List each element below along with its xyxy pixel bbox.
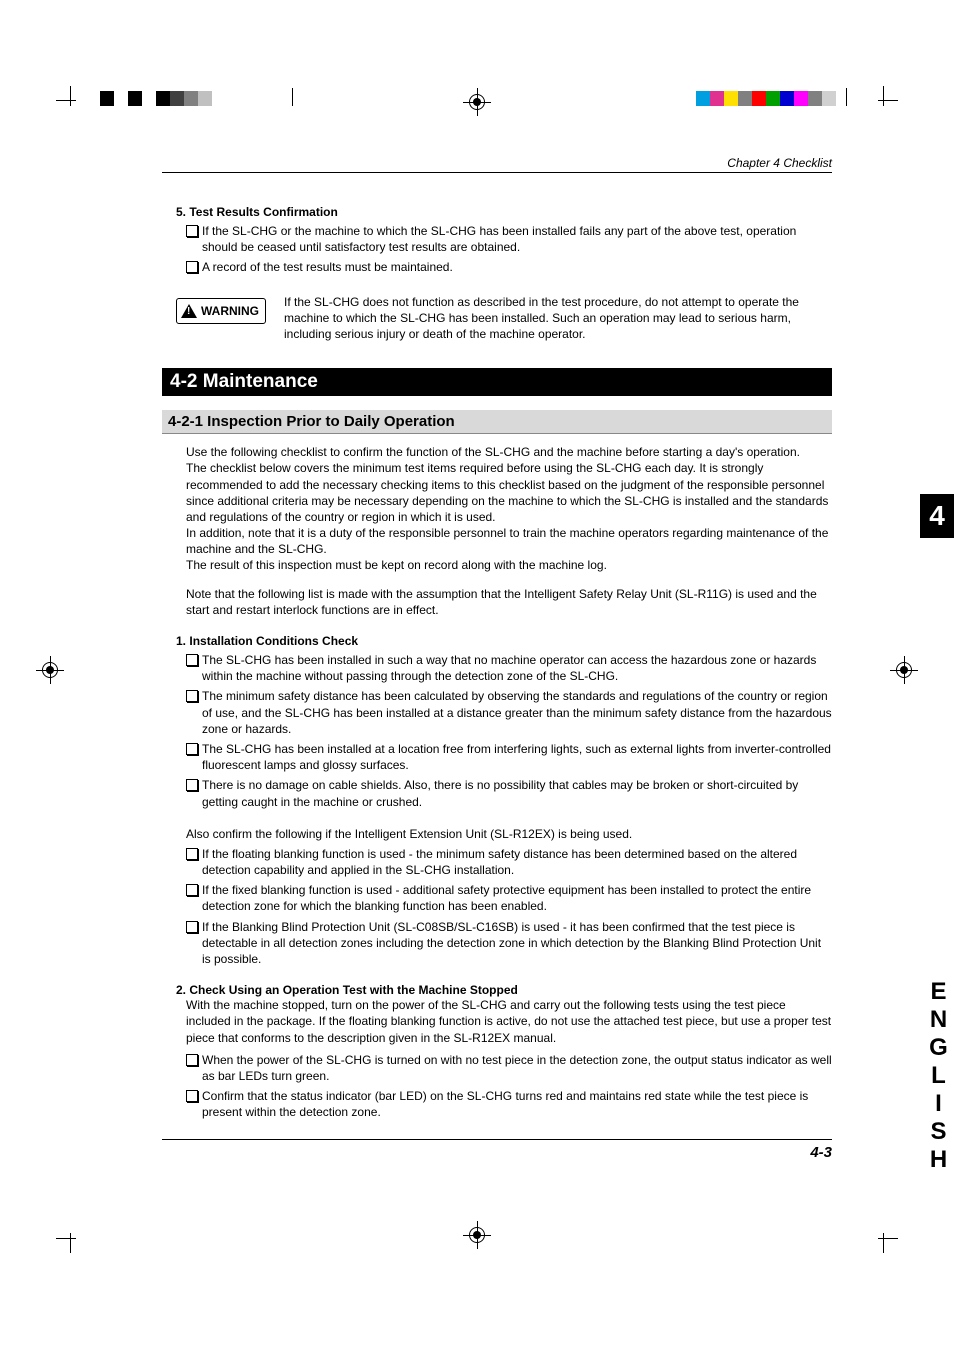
color-swatch <box>254 91 268 106</box>
registration-mark-bottom <box>467 1225 487 1245</box>
color-swatch <box>808 91 822 106</box>
color-swatch <box>114 91 128 106</box>
item2-check-text-0: When the power of the SL-CHG is turned o… <box>202 1052 832 1084</box>
checkbox-icon <box>186 1090 196 1100</box>
color-swatch <box>738 91 752 106</box>
item5-check-text-0: If the SL-CHG or the machine to which th… <box>202 223 832 255</box>
checkbox-icon <box>186 921 196 931</box>
section-4-2-bar: 4-2 Maintenance <box>162 368 832 396</box>
color-swatch <box>766 91 780 106</box>
item1-check-3: There is no damage on cable shields. Als… <box>186 777 832 809</box>
item5-num: 5. <box>176 205 186 219</box>
item1b-check-text-0: If the floating blanking function is use… <box>202 846 832 878</box>
subsection-4-2-1-bar: 4-2-1 Inspection Prior to Daily Operatio… <box>162 410 832 434</box>
color-swatch <box>142 91 156 106</box>
page-content: Chapter 4 Checklist 5. Test Results Conf… <box>162 156 832 1161</box>
item2-num: 2. <box>176 983 186 997</box>
item1-check-2: The SL-CHG has been installed at a locat… <box>186 741 832 773</box>
intro-para-2: In addition, note that it is a duty of t… <box>186 525 832 557</box>
warning-text: If the SL-CHG does not function as descr… <box>284 294 832 343</box>
item1b-check-2: If the Blanking Blind Protection Unit (S… <box>186 919 832 968</box>
item1-check-text-0: The SL-CHG has been installed in such a … <box>202 652 832 684</box>
color-swatch <box>184 91 198 106</box>
crop-mark-tr <box>868 86 898 116</box>
color-swatch <box>100 91 114 106</box>
item1-check-text-2: The SL-CHG has been installed at a locat… <box>202 741 832 773</box>
registration-mark-right <box>894 660 914 680</box>
chapter-tab: 4 <box>920 494 954 538</box>
color-swatch <box>794 91 808 106</box>
item1-num: 1. <box>176 634 186 648</box>
intro-para-0: Use the following checklist to confirm t… <box>186 444 832 460</box>
checkbox-icon <box>186 261 196 271</box>
crop-mark-br <box>868 1223 898 1253</box>
registration-mark-left <box>40 660 60 680</box>
item5-title: Test Results Confirmation <box>189 205 337 219</box>
color-swatch <box>780 91 794 106</box>
color-swatch <box>212 91 226 106</box>
color-bar-right <box>682 88 854 106</box>
chapter-header: Chapter 4 Checklist <box>162 156 832 173</box>
item1-check-text-3: There is no damage on cable shields. Als… <box>202 777 832 809</box>
color-swatch <box>198 91 212 106</box>
item2-title: Check Using an Operation Test with the M… <box>189 983 517 997</box>
color-swatch <box>128 91 142 106</box>
checkbox-icon <box>186 884 196 894</box>
checkbox-icon <box>186 779 196 789</box>
item2-check-1: Confirm that the status indicator (bar L… <box>186 1088 832 1120</box>
item1b-check-text-2: If the Blanking Blind Protection Unit (S… <box>202 919 832 968</box>
color-swatch <box>240 91 254 106</box>
intro-para-5: Note that the following list is made wit… <box>186 586 832 618</box>
warning-badge: WARNING <box>176 298 266 324</box>
intro-para-4 <box>186 574 832 586</box>
checkbox-icon <box>186 225 196 235</box>
crop-mark-tl <box>56 86 86 116</box>
color-swatch <box>696 91 710 106</box>
item1b-check-text-1: If the fixed blanking function is used -… <box>202 882 832 914</box>
color-swatch <box>724 91 738 106</box>
color-bar-left <box>100 88 300 106</box>
intro-para-1: The checklist below covers the minimum t… <box>186 460 832 525</box>
color-swatch <box>710 91 724 106</box>
registration-mark-top <box>467 92 487 112</box>
item1b-check-0: If the floating blanking function is use… <box>186 846 832 878</box>
language-tab: ENGLISH <box>924 978 952 1177</box>
color-swatch <box>226 91 240 106</box>
checkbox-icon <box>186 848 196 858</box>
warning-label: WARNING <box>201 304 259 318</box>
color-swatch <box>268 91 282 106</box>
color-swatch <box>752 91 766 106</box>
item2-check-0: When the power of the SL-CHG is turned o… <box>186 1052 832 1084</box>
crop-mark-bl <box>56 1223 86 1253</box>
item1-check-text-1: The minimum safety distance has been cal… <box>202 688 832 737</box>
checkbox-icon <box>186 1054 196 1064</box>
item1-check-0: The SL-CHG has been installed in such a … <box>186 652 832 684</box>
item5-check-text-1: A record of the test results must be mai… <box>202 259 832 275</box>
color-swatch <box>822 91 836 106</box>
intro-para-3: The result of this inspection must be ke… <box>186 557 832 573</box>
item1b-check-1: If the fixed blanking function is used -… <box>186 882 832 914</box>
color-swatch <box>156 91 170 106</box>
checkbox-icon <box>186 654 196 664</box>
item5-check-1: A record of the test results must be mai… <box>186 259 832 275</box>
color-swatch <box>170 91 184 106</box>
item2-check-text-1: Confirm that the status indicator (bar L… <box>202 1088 832 1120</box>
item1-also-confirm: Also confirm the following if the Intell… <box>186 826 832 842</box>
item5-check-0: If the SL-CHG or the machine to which th… <box>186 223 832 255</box>
checkbox-icon <box>186 743 196 753</box>
item1-check-1: The minimum safety distance has been cal… <box>186 688 832 737</box>
color-swatch <box>682 91 696 106</box>
warning-icon <box>181 304 197 318</box>
page-number: 4-3 <box>162 1139 832 1161</box>
item2-intro: With the machine stopped, turn on the po… <box>186 997 832 1046</box>
checkbox-icon <box>186 690 196 700</box>
item1-title: Installation Conditions Check <box>189 634 358 648</box>
